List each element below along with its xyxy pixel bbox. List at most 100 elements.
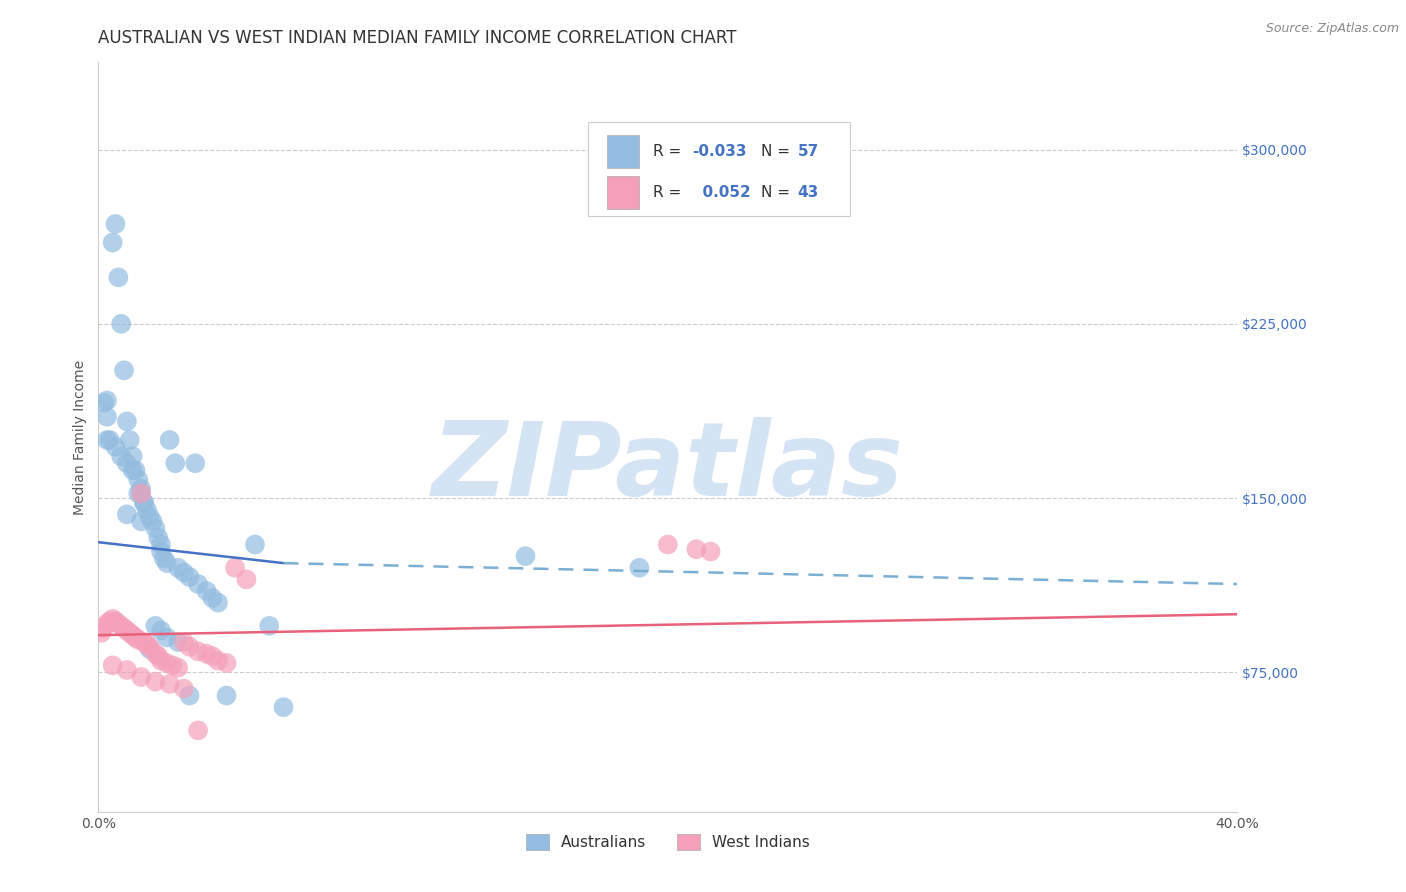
Point — [273, 700, 295, 714]
Point — [173, 635, 195, 649]
Text: AUSTRALIAN VS WEST INDIAN MEDIAN FAMILY INCOME CORRELATION CHART: AUSTRALIAN VS WEST INDIAN MEDIAN FAMILY … — [98, 29, 737, 47]
Point — [118, 625, 141, 640]
Point — [628, 561, 651, 575]
Point — [127, 486, 149, 500]
Point — [93, 396, 115, 410]
Point — [104, 614, 127, 628]
Point — [156, 656, 179, 670]
Point — [118, 433, 141, 447]
Point — [110, 619, 132, 633]
Point — [145, 619, 167, 633]
Point — [167, 635, 190, 649]
Point — [129, 486, 152, 500]
Point — [215, 656, 238, 670]
Point — [98, 433, 121, 447]
Point — [165, 456, 187, 470]
Point — [145, 521, 167, 535]
Point — [132, 496, 155, 510]
Point — [685, 542, 707, 557]
Bar — [607, 135, 640, 168]
Point — [129, 482, 152, 496]
Point — [156, 556, 179, 570]
Point — [104, 440, 127, 454]
Text: 0.052: 0.052 — [692, 185, 751, 200]
Point — [150, 537, 173, 551]
Point — [107, 270, 129, 285]
Point — [112, 363, 135, 377]
Point — [135, 502, 157, 516]
Point — [115, 414, 138, 428]
Point — [156, 631, 179, 645]
Point — [138, 640, 160, 654]
Point — [138, 642, 160, 657]
Point — [96, 616, 118, 631]
Point — [153, 551, 176, 566]
Text: 43: 43 — [797, 185, 818, 200]
Point — [135, 637, 157, 651]
Point — [207, 654, 229, 668]
Point — [132, 635, 155, 649]
Point — [96, 409, 118, 424]
Point — [148, 531, 170, 545]
Point — [259, 619, 281, 633]
Point — [195, 647, 218, 661]
Point — [179, 570, 201, 584]
Point — [115, 663, 138, 677]
Point — [129, 514, 152, 528]
Point — [129, 486, 152, 500]
Text: Source: ZipAtlas.com: Source: ZipAtlas.com — [1265, 22, 1399, 36]
Point — [657, 537, 679, 551]
Text: R =: R = — [652, 145, 686, 159]
Point — [93, 621, 115, 635]
Point — [515, 549, 537, 563]
Point — [195, 584, 218, 599]
Point — [115, 508, 138, 522]
Point — [167, 661, 190, 675]
Point — [129, 670, 152, 684]
Point — [243, 537, 266, 551]
Point — [150, 544, 173, 558]
Point — [162, 658, 184, 673]
Point — [187, 723, 209, 738]
Point — [148, 648, 170, 663]
Point — [235, 573, 257, 587]
Point — [207, 596, 229, 610]
Point — [96, 393, 118, 408]
Point — [159, 433, 181, 447]
Point — [98, 614, 121, 628]
Point — [201, 648, 224, 663]
Text: N =: N = — [761, 145, 796, 159]
Point — [115, 624, 138, 638]
Point — [112, 621, 135, 635]
Text: N =: N = — [761, 185, 796, 200]
Point — [138, 509, 160, 524]
Point — [104, 217, 127, 231]
Point — [124, 463, 146, 477]
Text: R =: R = — [652, 185, 686, 200]
Point — [101, 612, 124, 626]
Point — [224, 561, 246, 575]
Point — [150, 654, 173, 668]
Point — [110, 317, 132, 331]
Point — [110, 449, 132, 463]
Text: 57: 57 — [797, 145, 818, 159]
Point — [184, 456, 207, 470]
Point — [173, 566, 195, 580]
Point — [124, 631, 146, 645]
Point — [141, 514, 163, 528]
Point — [187, 644, 209, 658]
FancyBboxPatch shape — [588, 122, 851, 216]
Bar — [607, 176, 640, 209]
Point — [121, 628, 143, 642]
Point — [201, 591, 224, 605]
Point — [101, 235, 124, 250]
Point — [90, 625, 112, 640]
Text: ZIPatlas: ZIPatlas — [432, 417, 904, 517]
Y-axis label: Median Family Income: Median Family Income — [73, 359, 87, 515]
Point — [121, 463, 143, 477]
Point — [127, 473, 149, 487]
Point — [167, 561, 190, 575]
Point — [115, 456, 138, 470]
Point — [179, 689, 201, 703]
Point — [96, 433, 118, 447]
